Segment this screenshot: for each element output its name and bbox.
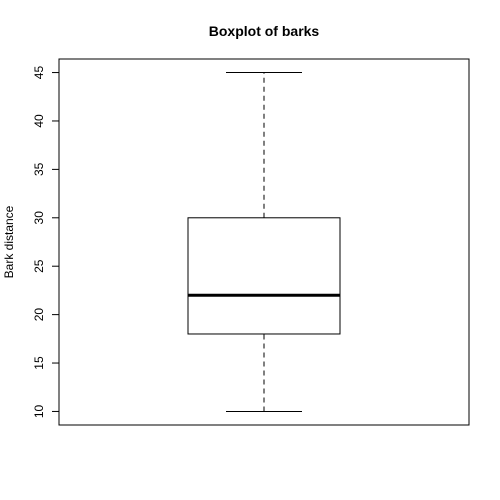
y-tick-label: 40 [32,114,46,128]
chart-title: Boxplot of barks [209,23,320,39]
y-tick-label: 30 [32,211,46,225]
y-axis-label: Bark distance [2,205,16,278]
y-tick-label: 15 [32,356,46,370]
interquartile-box [187,217,341,335]
y-axis-ticks: 10 15 20 25 30 35 40 45 [32,66,59,418]
y-tick-label: 45 [32,66,46,80]
y-tick-label: 10 [32,404,46,418]
y-tick-label: 35 [32,162,46,176]
y-tick-label: 20 [32,308,46,322]
y-tick-label: 25 [32,259,46,273]
